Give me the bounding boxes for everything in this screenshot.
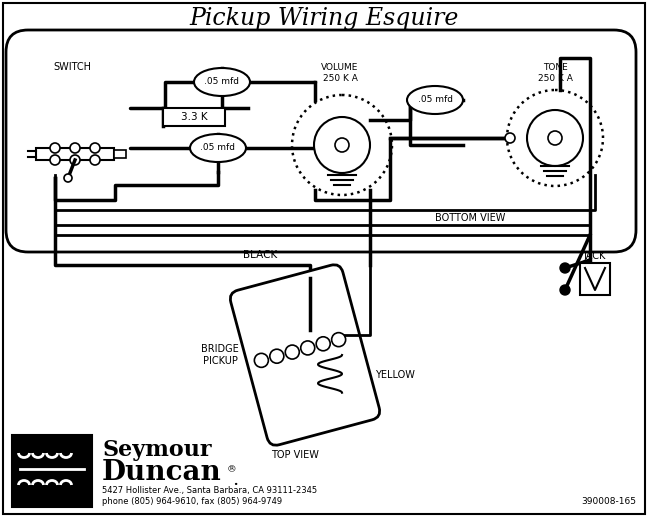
Circle shape <box>270 349 284 363</box>
Text: YELLOW: YELLOW <box>375 370 415 380</box>
Ellipse shape <box>47 480 58 490</box>
Ellipse shape <box>190 134 246 162</box>
Circle shape <box>285 345 299 359</box>
Ellipse shape <box>60 449 71 458</box>
Text: 390008-165: 390008-165 <box>581 496 636 506</box>
Bar <box>36 148 114 160</box>
Circle shape <box>301 341 315 355</box>
Text: VOLUME
250 K A: VOLUME 250 K A <box>321 63 359 83</box>
Circle shape <box>50 155 60 165</box>
FancyBboxPatch shape <box>230 265 380 445</box>
Text: JACK: JACK <box>584 251 606 261</box>
Ellipse shape <box>194 68 250 96</box>
Text: SWITCH: SWITCH <box>53 62 91 72</box>
Circle shape <box>507 90 603 186</box>
Circle shape <box>64 174 72 182</box>
Circle shape <box>292 95 392 195</box>
Text: BRIDGE
PICKUP: BRIDGE PICKUP <box>201 344 239 366</box>
Ellipse shape <box>407 86 463 114</box>
Text: 5427 Hollister Ave., Santa Barbara, CA 93111-2345: 5427 Hollister Ave., Santa Barbara, CA 9… <box>102 486 317 495</box>
Text: .05 mfd: .05 mfd <box>205 78 240 86</box>
Circle shape <box>70 143 80 153</box>
Text: 3.3 K: 3.3 K <box>181 112 207 122</box>
Ellipse shape <box>60 480 71 490</box>
Text: TOP VIEW: TOP VIEW <box>271 450 319 460</box>
Circle shape <box>548 131 562 145</box>
Text: phone (805) 964-9610, fax (805) 964-9749: phone (805) 964-9610, fax (805) 964-9749 <box>102 496 282 506</box>
Circle shape <box>332 332 345 346</box>
Bar <box>114 150 126 158</box>
Circle shape <box>70 155 80 165</box>
Text: .05 mfd: .05 mfd <box>200 144 235 153</box>
Circle shape <box>90 143 100 153</box>
Text: ®: ® <box>227 465 237 475</box>
Text: Seymour: Seymour <box>102 439 211 461</box>
Bar <box>163 108 225 126</box>
Text: .: . <box>232 471 238 489</box>
Bar <box>580 263 610 295</box>
Circle shape <box>505 133 515 143</box>
Text: Pickup Wiring Esquire: Pickup Wiring Esquire <box>189 7 459 29</box>
Circle shape <box>527 110 583 166</box>
Circle shape <box>335 138 349 152</box>
Ellipse shape <box>19 480 30 490</box>
FancyBboxPatch shape <box>6 30 636 252</box>
Ellipse shape <box>32 480 43 490</box>
Bar <box>12 435 92 507</box>
Text: BOTTOM VIEW: BOTTOM VIEW <box>435 213 505 223</box>
Ellipse shape <box>19 449 30 458</box>
Ellipse shape <box>32 449 43 458</box>
Text: BLACK: BLACK <box>243 250 277 260</box>
Circle shape <box>50 143 60 153</box>
Circle shape <box>316 337 330 351</box>
Text: TONE
250 K A: TONE 250 K A <box>538 63 572 83</box>
Text: Duncan: Duncan <box>102 460 222 486</box>
Text: .05 mfd: .05 mfd <box>417 96 452 104</box>
Circle shape <box>560 263 570 273</box>
Circle shape <box>90 155 100 165</box>
Ellipse shape <box>47 449 58 458</box>
Circle shape <box>560 285 570 295</box>
Circle shape <box>255 353 268 368</box>
Circle shape <box>314 117 370 173</box>
